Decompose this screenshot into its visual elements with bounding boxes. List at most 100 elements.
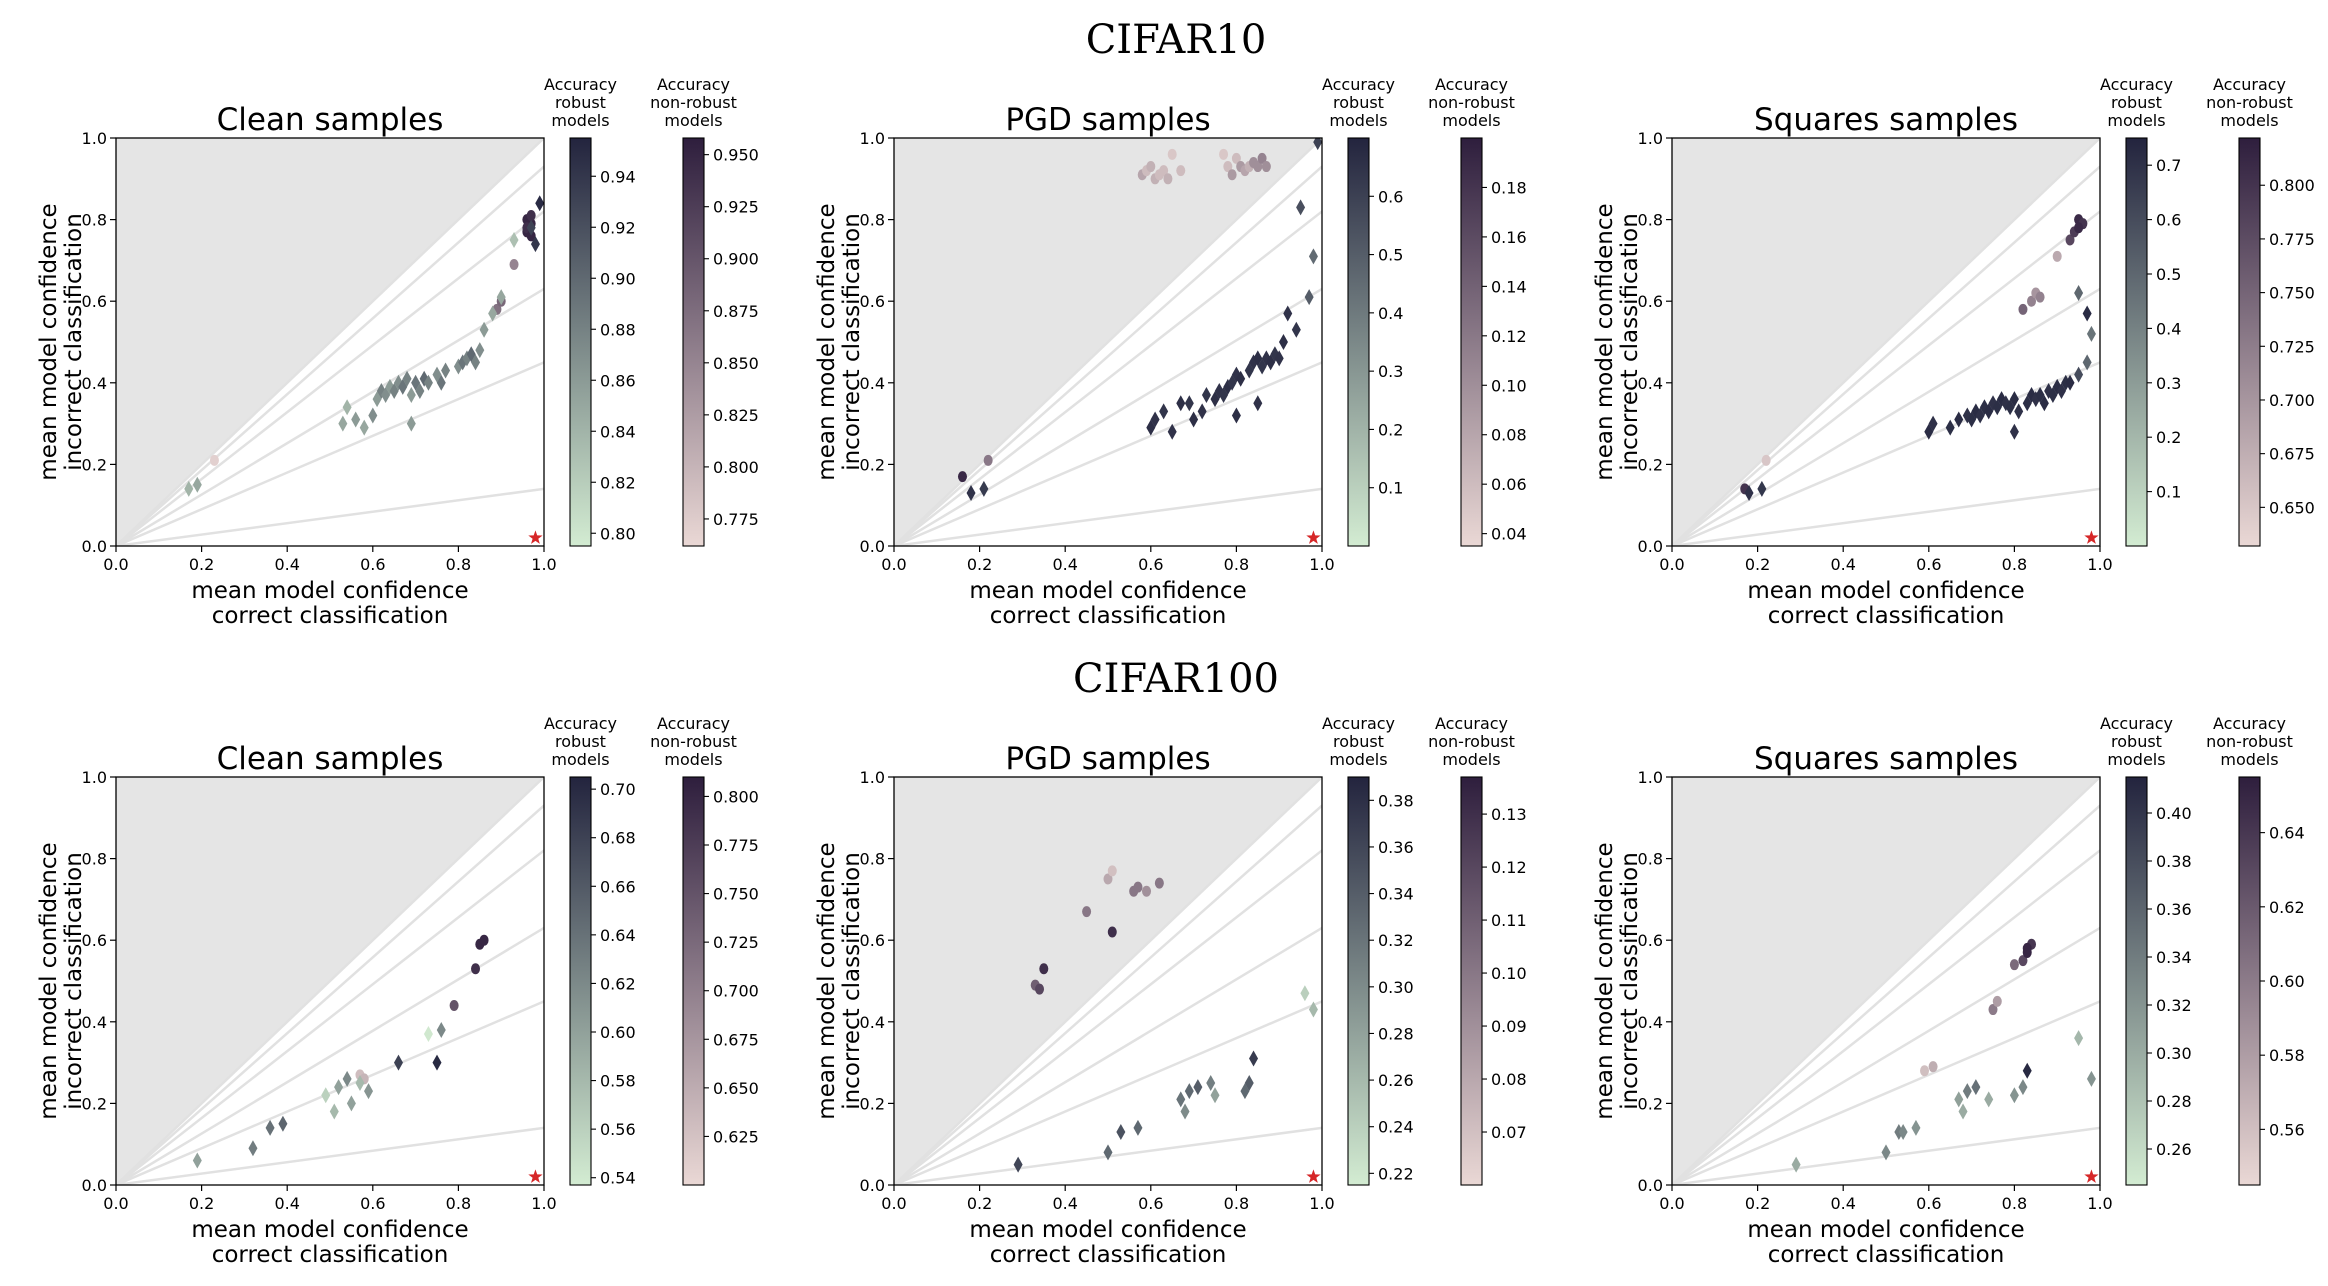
y-tick-label: 0.6: [1638, 292, 1663, 311]
y-tick-label: 0.6: [82, 292, 107, 311]
colorbar-tick-label: 0.38: [2156, 852, 2192, 871]
point-robust: [2018, 1079, 2028, 1096]
colorbar-tick-label: 0.09: [1491, 1017, 1527, 1036]
y-axis-label: mean model confidence: [36, 842, 62, 1119]
axes-frame: [893, 137, 1323, 547]
y-tick-label: 0.4: [82, 374, 107, 393]
point-nonrobust: [449, 999, 459, 1011]
point-nonrobust: [1253, 161, 1263, 173]
colorbar-title: robust: [555, 93, 606, 112]
colorbar-title: robust: [2111, 732, 2162, 751]
colorbar-tick-label: 0.07: [1491, 1123, 1527, 1142]
colorbar-tick-label: 0.38: [1378, 791, 1414, 810]
x-tick-label: 1.0: [2087, 1194, 2112, 1213]
colorbar-nonrobust: [2238, 137, 2261, 547]
x-axis-label: mean model confidence: [191, 578, 468, 604]
point-robust: [1116, 1123, 1126, 1140]
point-robust: [1103, 1144, 1113, 1161]
reference-line: [1672, 1000, 2100, 1185]
point-robust: [509, 232, 519, 248]
colorbar-tick-label: 0.825: [713, 406, 759, 425]
reference-line: [894, 777, 1322, 1185]
reference-line: [1672, 926, 2100, 1185]
point-robust: [1304, 289, 1314, 306]
data-points: [1013, 865, 1318, 1173]
colorbar-title: models: [2220, 750, 2278, 769]
reference-lines: [116, 777, 544, 1185]
colorbar-title: Accuracy: [2213, 75, 2286, 94]
x-tick-label: 0.8: [2002, 1194, 2027, 1213]
colorbar-tick-label: 0.32: [1378, 931, 1414, 950]
y-tick-label: 1.0: [82, 129, 107, 148]
point-robust: [184, 480, 194, 497]
point-nonrobust: [1154, 877, 1164, 889]
point-nonrobust: [1142, 885, 1152, 897]
point-robust: [2082, 305, 2092, 322]
colorbar-title: Accuracy: [2100, 75, 2173, 94]
axes-frame: [1671, 137, 2101, 547]
colorbar-tick-label: 0.675: [713, 1030, 759, 1049]
colorbar-title: Accuracy: [2100, 714, 2173, 733]
colorbar-tick-label: 0.12: [1491, 858, 1527, 877]
point-robust: [1150, 411, 1160, 428]
point-nonrobust: [1035, 983, 1045, 995]
colorbar-tick-label: 0.68: [600, 829, 636, 848]
point-robust: [488, 305, 498, 322]
point-nonrobust: [2009, 959, 2019, 971]
y-axis-label: incorrect classification: [61, 213, 87, 471]
colorbar-tick-label: 0.6: [2156, 211, 2181, 230]
x-tick-label: 0.8: [1224, 555, 1249, 574]
colorbar-title: models: [664, 750, 722, 769]
colorbar-title: Accuracy: [1322, 714, 1395, 733]
x-tick-label: 1.0: [1309, 1194, 1334, 1213]
point-nonrobust: [1133, 881, 1143, 893]
y-tick-label: 0.6: [82, 931, 107, 950]
point-robust: [1249, 1050, 1259, 1067]
colorbar-nonrobust: [1460, 776, 1483, 1186]
point-robust: [1757, 480, 1767, 497]
colorbar-tick-label: 0.875: [713, 302, 759, 321]
point-robust: [1180, 1103, 1190, 1120]
point-robust: [1928, 415, 1938, 432]
reference-line: [116, 361, 544, 546]
y-axis-label: incorrect classification: [1617, 852, 1643, 1110]
colorbar-tick-label: 0.60: [2269, 972, 2305, 991]
colorbar-tick-label: 0.6: [1378, 187, 1403, 206]
colorbar-tick-label: 0.28: [1378, 1024, 1414, 1043]
colorbar-tick-label: 0.800: [713, 787, 759, 806]
y-tick-label: 0.2: [860, 1094, 885, 1113]
colorbar-title: non-robust: [1428, 732, 1515, 751]
colorbar-robust: [569, 137, 592, 547]
colorbar-tick-label: 0.26: [2156, 1140, 2192, 1159]
point-robust: [338, 415, 348, 432]
x-tick-label: 0.8: [2002, 555, 2027, 574]
colorbar-tick-label: 0.10: [1491, 376, 1527, 395]
point-robust: [278, 1115, 288, 1132]
x-axis-label: correct classification: [1768, 603, 2005, 629]
point-robust: [475, 342, 485, 359]
x-tick-label: 0.2: [967, 555, 992, 574]
point-robust: [1197, 403, 1207, 420]
colorbar-title: Accuracy: [2213, 714, 2286, 733]
x-axis-label: correct classification: [990, 603, 1227, 629]
colorbar-robust: [2125, 776, 2148, 1186]
colorbar-tick-label: 0.32: [2156, 996, 2192, 1015]
y-tick-label: 0.6: [860, 292, 885, 311]
y-tick-label: 0.8: [1638, 850, 1663, 869]
point-nonrobust: [1920, 1065, 1930, 1077]
point-robust: [1958, 1103, 1968, 1120]
point-robust: [2086, 325, 2096, 342]
x-tick-label: 0.8: [1224, 1194, 1249, 1213]
colorbar-tick-label: 0.34: [2156, 948, 2192, 967]
colorbar-tick-label: 0.5: [2156, 265, 2181, 284]
point-robust: [966, 484, 976, 501]
colorbar-tick-label: 0.650: [713, 1079, 759, 1098]
colorbar-tick-label: 0.36: [1378, 838, 1414, 857]
y-tick-label: 0.4: [82, 1013, 107, 1032]
colorbar-tick-label: 0.26: [1378, 1071, 1414, 1090]
colorbar-tick-label: 0.16: [1491, 228, 1527, 247]
colorbar-tick-label: 0.84: [600, 422, 636, 441]
reference-lines: [116, 138, 544, 546]
y-axis-label: incorrect classification: [1617, 213, 1643, 471]
y-tick-label: 0.4: [1638, 374, 1663, 393]
